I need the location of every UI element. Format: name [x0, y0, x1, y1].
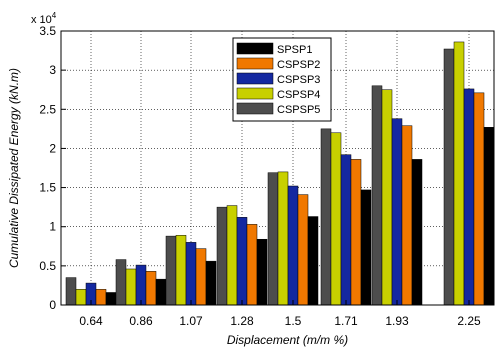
- plot-frame: [60, 30, 495, 306]
- legend-swatch-cspsp2: [236, 57, 274, 70]
- legend-swatch-cspsp3: [236, 72, 274, 85]
- x-tick-label: 2.25: [457, 314, 481, 328]
- bar-cspsp4-5: [330, 132, 342, 306]
- bar-cspsp4-2: [175, 235, 187, 306]
- x-tick-label: 1.5: [285, 314, 302, 328]
- legend-label-spsp1: SPSP1: [277, 44, 312, 56]
- x-tick-label: 1.28: [230, 314, 254, 328]
- bar-cspsp3-3: [236, 217, 248, 306]
- legend-swatch-spsp1: [236, 42, 274, 55]
- y-tick-label: 2.5: [39, 102, 56, 116]
- bar-spsp1-4: [307, 216, 319, 306]
- y-exponent-base: x 10: [31, 14, 52, 26]
- bar-cspsp4-7: [453, 41, 465, 306]
- bar-cspsp2-1: [145, 271, 157, 306]
- bar-spsp1-2: [205, 260, 217, 306]
- bar-spsp1-1: [155, 278, 167, 306]
- bar-cspsp5-3: [216, 206, 228, 306]
- bar-cspsp3-4: [287, 185, 299, 306]
- bar-cspsp4-6: [381, 89, 393, 306]
- bar-spsp1-6: [411, 159, 423, 306]
- bar-cspsp3-2: [185, 242, 197, 306]
- bar-cspsp5-2: [165, 235, 177, 306]
- bar-spsp1-7: [483, 127, 495, 306]
- bar-cspsp4-4: [277, 171, 289, 306]
- legend: SPSP1 CSPSP2 CSPSP3 CSPSP4 CSPSP5: [232, 37, 332, 122]
- bar-spsp1-5: [360, 189, 372, 306]
- bar-cspsp3-6: [391, 118, 403, 306]
- bar-cspsp2-6: [401, 125, 413, 306]
- bar-cspsp5-0: [65, 277, 77, 306]
- legend-label-cspsp5: CSPSP5: [277, 104, 320, 116]
- legend-label-cspsp3: CSPSP3: [277, 74, 320, 86]
- legend-label-cspsp4: CSPSP4: [277, 89, 320, 101]
- y-tick-label: 2: [49, 141, 56, 155]
- y-tick-label: 3.5: [39, 24, 56, 38]
- bar-cspsp5-5: [320, 128, 332, 306]
- bar-cspsp5-4: [267, 172, 279, 306]
- bar-cspsp5-6: [371, 85, 383, 306]
- y-axis-ticks: 0 0.5 1 1.5 2 2.5 3 3.5: [39, 24, 66, 312]
- y-exponent-power: 4: [52, 11, 57, 20]
- x-axis-label: Displacement (m/m %): [227, 333, 348, 347]
- bar-cspsp3-7: [463, 88, 475, 306]
- y-axis-label: Cumulative Dissipated Energy (kN.m): [7, 68, 21, 268]
- x-tick-label: 1.71: [334, 314, 358, 328]
- bar-cspsp2-2: [195, 248, 207, 306]
- y-tick-label: 0: [49, 298, 56, 312]
- bar-cspsp4-1: [125, 268, 137, 306]
- bar-cspsp2-0: [95, 289, 107, 306]
- bar-cspsp2-5: [350, 159, 362, 306]
- bars-group: [65, 41, 495, 306]
- x-tick-label: 1.93: [385, 314, 409, 328]
- bar-cspsp3-5: [340, 154, 352, 306]
- x-tick-label: 1.07: [179, 314, 203, 328]
- bar-cspsp5-1: [115, 259, 127, 306]
- x-tick-label: 0.64: [79, 314, 103, 328]
- legend-swatch-cspsp5: [236, 102, 274, 115]
- y-tick-label: 3: [49, 63, 56, 77]
- bar-spsp1-3: [256, 238, 268, 306]
- bar-cspsp2-3: [246, 224, 258, 306]
- bar-cspsp2-7: [473, 92, 485, 306]
- bar-cspsp5-7: [443, 48, 455, 306]
- legend-label-cspsp2: CSPSP2: [277, 59, 320, 71]
- x-axis-ticks: 0.64 0.86 1.07 1.28 1.5 1.71 1.93 2.25: [79, 300, 481, 328]
- bar-spsp1-0: [105, 292, 117, 306]
- y-tick-label: 1: [49, 220, 56, 234]
- y-axis-exponent: x 104: [31, 11, 57, 26]
- bar-cspsp4-3: [226, 205, 238, 306]
- bar-cspsp4-0: [75, 289, 87, 306]
- legend-swatch-cspsp4: [236, 87, 274, 100]
- bar-cspsp3-1: [135, 264, 147, 306]
- y-tick-label: 0.5: [39, 259, 56, 273]
- x-tick-label: 0.86: [129, 314, 153, 328]
- bar-cspsp2-4: [297, 194, 309, 306]
- y-tick-label: 1.5: [39, 181, 56, 195]
